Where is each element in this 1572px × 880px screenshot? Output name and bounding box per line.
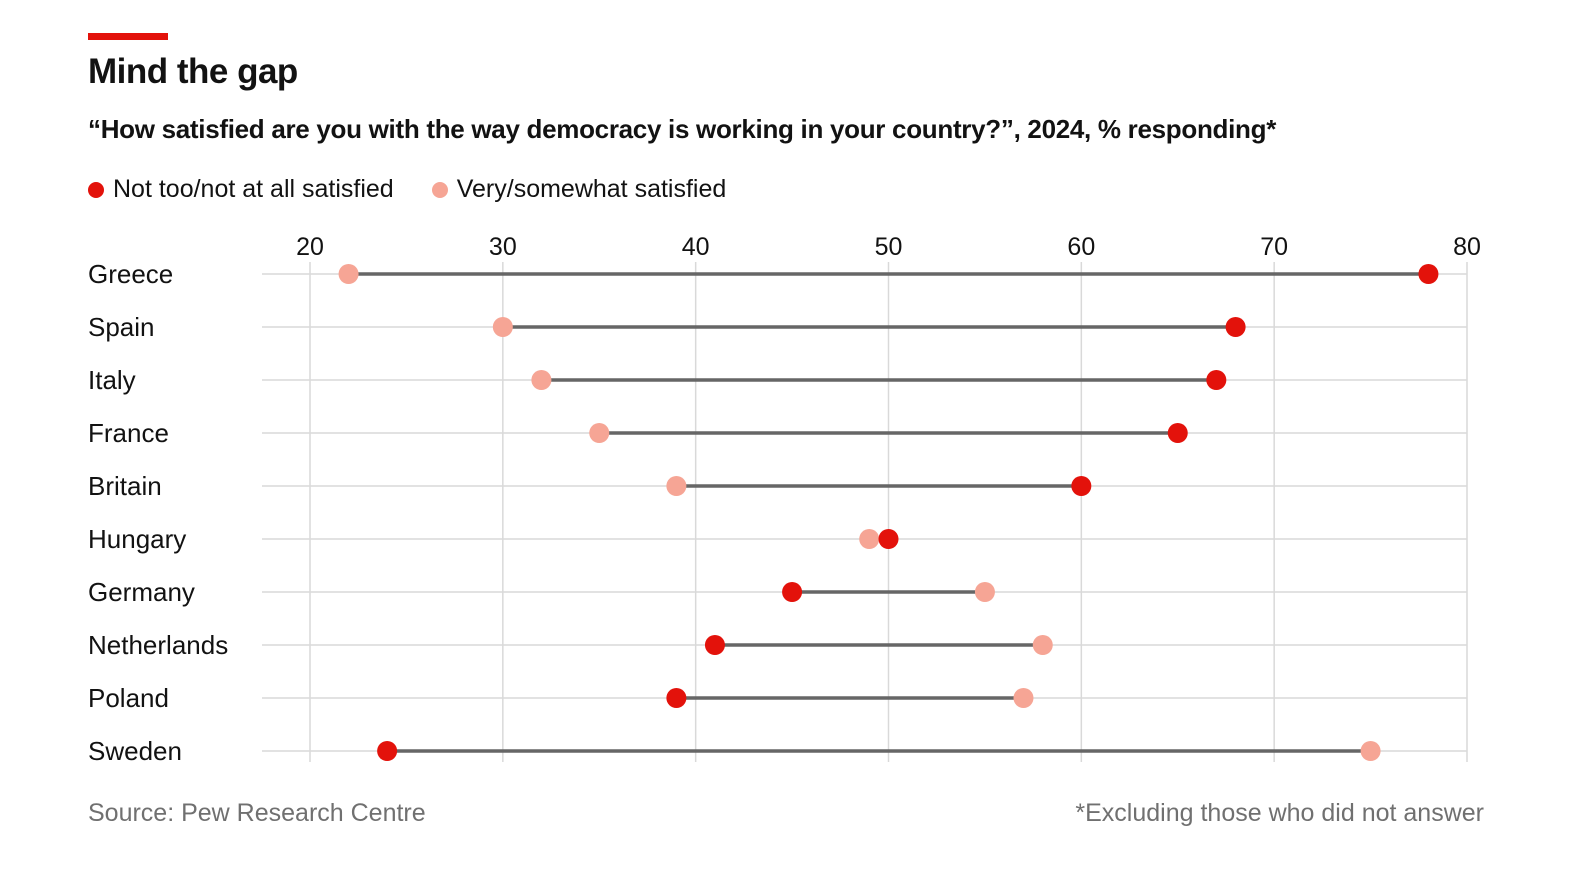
point-satisfied	[338, 264, 359, 284]
point-not-satisfied	[1225, 317, 1246, 337]
x-tick-label: 80	[1453, 233, 1481, 261]
point-satisfied	[859, 529, 880, 549]
point-satisfied	[1013, 688, 1034, 708]
x-tick-label: 30	[489, 233, 517, 261]
point-not-satisfied	[377, 741, 398, 761]
category-label: Spain	[88, 312, 155, 342]
legend-item-satisfied: Very/somewhat satisfied	[431, 175, 727, 204]
chart-subtitle: “How satisfied are you with the way demo…	[88, 114, 1277, 144]
footnote: *Excluding those who did not answer	[1075, 799, 1484, 827]
chart-title: Mind the gap	[88, 52, 298, 91]
point-not-satisfied	[704, 635, 725, 655]
point-not-satisfied	[878, 529, 899, 549]
point-not-satisfied	[1418, 264, 1439, 284]
category-label: Sweden	[88, 736, 182, 766]
category-label: Greece	[88, 259, 173, 289]
point-satisfied	[974, 582, 995, 602]
legend-label-satisfied: Very/somewhat satisfied	[456, 175, 727, 203]
category-label: Germany	[88, 577, 195, 607]
legend-label-not-satisfied: Not too/not at all satisfied	[113, 175, 394, 203]
category-label: Hungary	[88, 524, 186, 554]
point-satisfied	[1032, 635, 1053, 655]
point-satisfied	[1360, 741, 1381, 761]
point-satisfied	[531, 370, 552, 390]
x-tick-label: 20	[296, 233, 324, 261]
legend-dot-satisfied	[431, 181, 448, 198]
legend: Not too/not at all satisfied Very/somewh…	[88, 175, 764, 204]
x-tick-label: 60	[1067, 233, 1095, 261]
point-satisfied	[666, 476, 687, 496]
category-label: France	[88, 418, 169, 448]
category-label: Poland	[88, 683, 169, 713]
legend-item-not-satisfied: Not too/not at all satisfied	[88, 175, 394, 204]
point-not-satisfied	[782, 582, 803, 602]
point-not-satisfied	[666, 688, 687, 708]
x-tick-label: 40	[682, 233, 710, 261]
category-label: Netherlands	[88, 630, 228, 660]
accent-bar	[88, 33, 168, 40]
point-not-satisfied	[1071, 476, 1092, 496]
x-tick-label: 50	[875, 233, 903, 261]
category-label: Britain	[88, 471, 162, 501]
legend-dot-not-satisfied	[88, 181, 104, 198]
point-satisfied	[492, 317, 513, 337]
point-satisfied	[589, 423, 610, 443]
x-tick-label: 70	[1260, 233, 1288, 261]
source-note: Source: Pew Research Centre	[88, 799, 426, 827]
category-label: Italy	[88, 365, 136, 395]
point-not-satisfied	[1206, 370, 1227, 390]
point-not-satisfied	[1167, 423, 1188, 443]
